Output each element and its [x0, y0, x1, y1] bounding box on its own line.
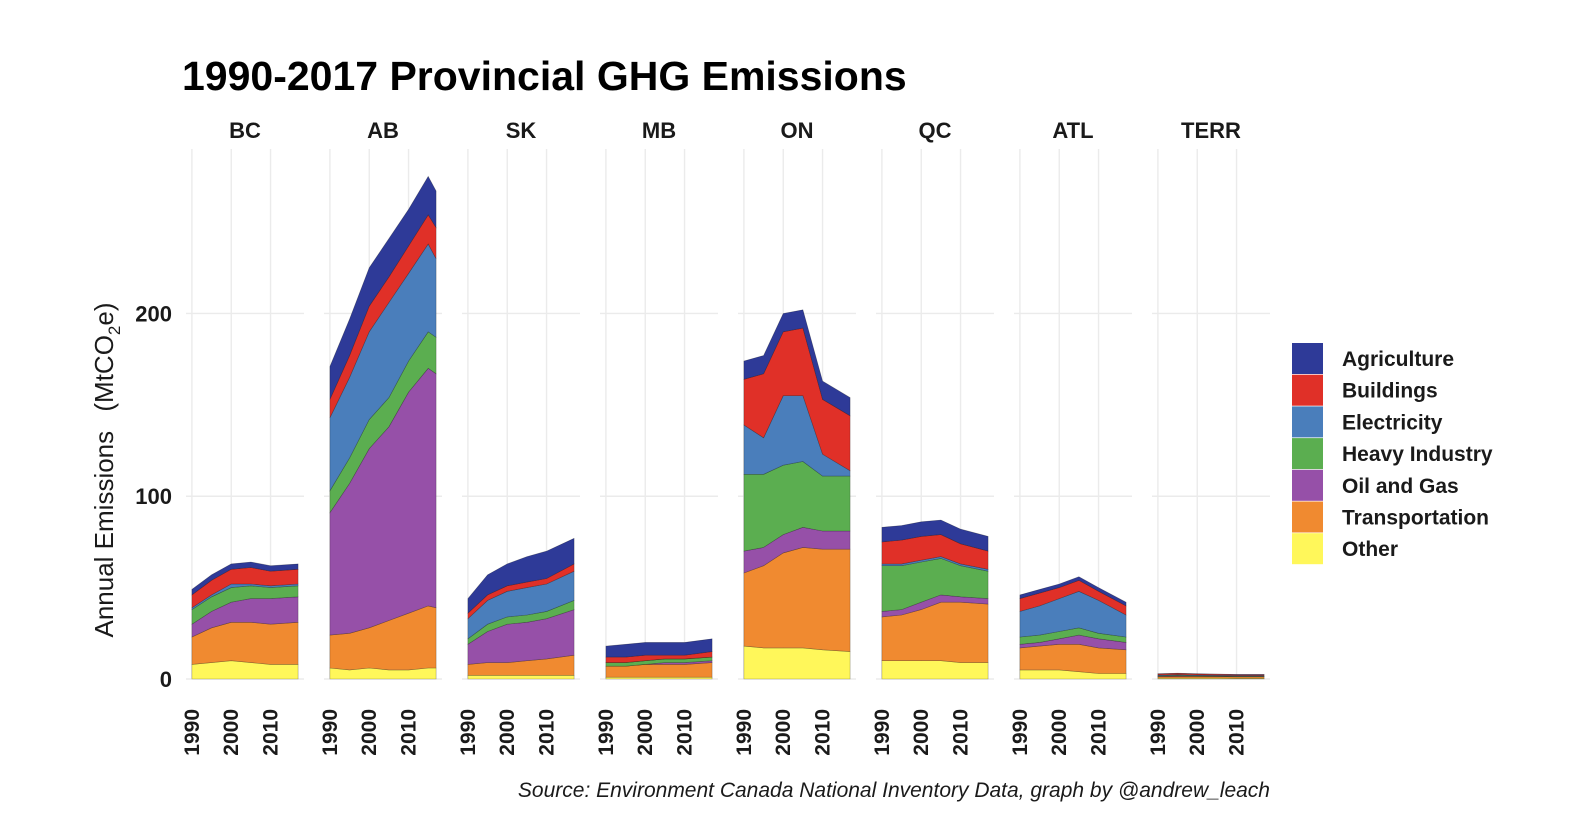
x-tick-on-2010: 2010 — [812, 709, 835, 756]
area-mb-agriculture — [605, 638, 713, 658]
y-axis-unit-b: e) — [89, 302, 119, 325]
panel-label-qc: QC — [919, 118, 952, 143]
legend-swatch-transportation — [1292, 501, 1323, 533]
chart-caption: Source: Environment Canada National Inve… — [518, 779, 1270, 802]
area-ab-agriculture — [329, 175, 437, 400]
panel-label-mb: MB — [642, 118, 676, 143]
legend-swatch-agriculture — [1292, 343, 1323, 374]
y-tick-0: 0 — [160, 667, 172, 692]
legend-label-agriculture: Agriculture — [1342, 348, 1454, 371]
x-tick-bc-2010: 2010 — [260, 709, 283, 756]
x-tick-terr-1990: 1990 — [1147, 709, 1170, 756]
legend-swatch-heavy-industry — [1292, 438, 1323, 470]
x-tick-ab-1990: 1990 — [319, 709, 342, 756]
x-tick-terr-2000: 2000 — [1186, 709, 1209, 756]
legend-label-oil-and-gas: Oil and Gas — [1342, 475, 1459, 498]
x-tick-terr-2010: 2010 — [1226, 709, 1249, 756]
x-tick-on-2000: 2000 — [772, 709, 795, 756]
panel-label-on: ON — [781, 118, 814, 143]
x-tick-atl-2000: 2000 — [1048, 709, 1071, 756]
x-tick-mb-1990: 1990 — [595, 709, 618, 756]
y-axis-unit-a: (MtCO — [89, 335, 119, 412]
legend-label-other: Other — [1342, 538, 1398, 561]
area-terr-agriculture — [1157, 672, 1265, 675]
chart-canvas: 1990-2017 Provincial GHG Emissions BC AB S… — [12, 45, 1524, 820]
x-tick-mb-2000: 2000 — [634, 709, 657, 756]
x-tick-atl-2010: 2010 — [1088, 709, 1111, 756]
legend: Agriculture Buildings Electricity Heavy Ind… — [1292, 343, 1493, 565]
panel-label-ab: AB — [367, 118, 399, 143]
x-tick-on-1990: 1990 — [733, 709, 756, 756]
area-layer — [191, 175, 1265, 680]
strip-layer: BC AB SK MB ON QC ATL TERR — [229, 118, 1241, 143]
x-tick-sk-2010: 2010 — [536, 709, 559, 756]
y-tick-100: 100 — [135, 484, 172, 509]
area-atl-agriculture — [1019, 576, 1127, 607]
x-tick-bc-1990: 1990 — [181, 709, 204, 756]
y-axis-unit-sub: 2 — [105, 326, 124, 335]
y-axis-label: Annual Emissions (MtCO2e) — [89, 302, 124, 637]
legend-label-electricity: Electricity — [1342, 411, 1443, 434]
area-qc-agriculture — [881, 519, 989, 552]
x-tick-atl-1990: 1990 — [1009, 709, 1032, 756]
y-tick-200: 200 — [135, 301, 172, 326]
panel-label-bc: BC — [229, 118, 261, 143]
area-on-other — [743, 645, 851, 680]
legend-label-heavy-industry: Heavy Industry — [1342, 443, 1493, 466]
x-tick-qc-2000: 2000 — [910, 709, 933, 756]
legend-label-buildings: Buildings — [1342, 380, 1438, 403]
area-bc-agriculture — [191, 561, 299, 596]
area-sk-agriculture — [467, 537, 575, 614]
legend-swatch-buildings — [1292, 374, 1323, 406]
x-tick-qc-1990: 1990 — [871, 709, 894, 756]
x-tick-sk-2000: 2000 — [496, 709, 519, 756]
x-tick-mb-2010: 2010 — [674, 709, 697, 756]
chart-title: 1990-2017 Provincial GHG Emissions — [182, 53, 907, 99]
area-ab-other — [329, 667, 437, 680]
x-tick-qc-2010: 2010 — [950, 709, 973, 756]
panel-label-atl: ATL — [1052, 118, 1093, 143]
y-axis: 0 100 200 — [135, 301, 172, 692]
x-tick-ab-2000: 2000 — [358, 709, 381, 756]
x-tick-bc-2000: 2000 — [220, 709, 243, 756]
area-sk-other — [467, 675, 575, 680]
panel-label-sk: SK — [506, 118, 537, 143]
area-qc-other — [881, 660, 989, 680]
chart-svg: 1990-2017 Provincial GHG Emissions BC AB S… — [89, 53, 1493, 802]
area-on-agriculture — [743, 309, 851, 417]
legend-swatch-electricity — [1292, 406, 1323, 438]
y-axis-label-text: Annual Emissions — [89, 431, 119, 638]
x-tick-ab-2010: 2010 — [398, 709, 421, 756]
legend-swatch-oil-and-gas — [1292, 469, 1323, 501]
x-tick-sk-1990: 1990 — [457, 709, 480, 756]
x-axis: 1990 2000 2010 1990 2000 2010 1990 2000 2010 1990… — [181, 709, 1249, 756]
legend-swatch-other — [1292, 533, 1323, 565]
panel-label-terr: TERR — [1181, 118, 1241, 143]
legend-label-transportation: Transportation — [1342, 507, 1489, 530]
